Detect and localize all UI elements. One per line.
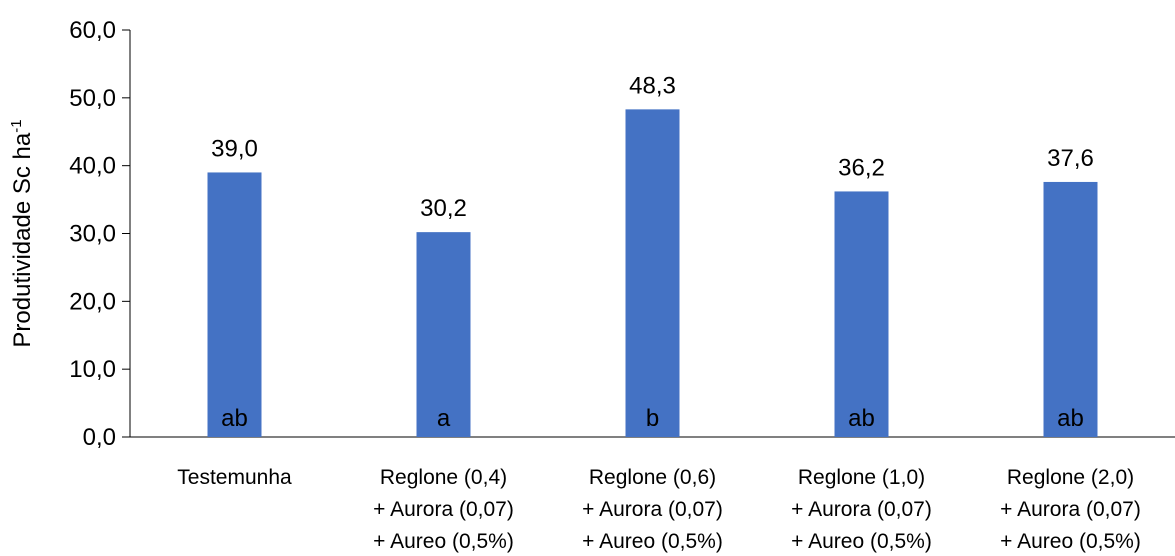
bar: [834, 191, 889, 437]
category-label: Reglone (0,6) + Aurora (0,07) + Aureo (0,5…: [582, 466, 723, 553]
y-tick-label: 30,0: [69, 221, 116, 248]
y-axis-ticks: 0,0 10,0 20,0 30,0 40,0 50,0 60,0: [69, 17, 130, 451]
data-label: 37,6: [1047, 145, 1094, 172]
significance-letter: a: [437, 405, 451, 432]
bars: 39,0 ab 30,2 a 48,3 b 36,2 ab 37,6 ab: [207, 72, 1098, 438]
category-label: Reglone (1,0) + Aurora (0,07) + Aureo (0,5…: [791, 466, 932, 553]
bar: [1043, 181, 1098, 437]
y-tick-label: 60,0: [69, 17, 116, 44]
y-axis-title-text: Produtividade Sc ha-1: [8, 119, 36, 347]
y-tick-label: 40,0: [69, 153, 116, 180]
category-label: Reglone (0,4) + Aurora (0,07) + Aureo (0,5…: [373, 466, 514, 553]
bar: [625, 109, 680, 438]
significance-letter: ab: [221, 405, 248, 432]
significance-letter: b: [646, 405, 659, 432]
data-label: 36,2: [838, 154, 885, 181]
category-label: Reglone (2,0) + Aurora (0,07) + Aureo (0,5…: [1000, 466, 1141, 553]
y-tick-label: 50,0: [69, 85, 116, 112]
y-tick-label: 0,0: [83, 424, 116, 451]
y-tick-label: 20,0: [69, 288, 116, 315]
category-label: Testemunha: [177, 466, 292, 489]
data-label: 39,0: [211, 135, 258, 162]
data-label: 48,3: [629, 72, 676, 99]
category-labels: Testemunha Reglone (0,4) + Aurora (0,07) + …: [177, 466, 1141, 553]
significance-letter: ab: [1057, 405, 1084, 432]
y-axis-title: Produtividade Sc ha-1: [8, 119, 36, 347]
bar: [416, 232, 471, 437]
bar: [207, 172, 262, 437]
y-tick-label: 10,0: [69, 356, 116, 383]
data-label: 30,2: [420, 195, 467, 222]
significance-letter: ab: [848, 405, 875, 432]
